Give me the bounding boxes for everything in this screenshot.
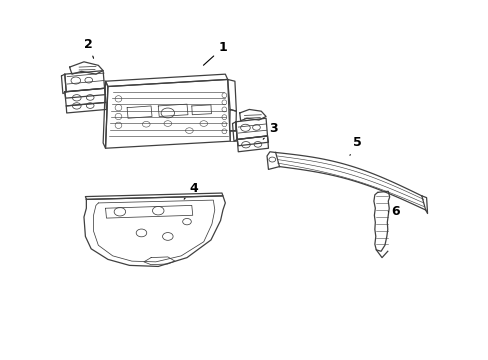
Text: 3: 3 — [263, 122, 277, 139]
Text: 4: 4 — [184, 182, 198, 199]
Text: 6: 6 — [387, 205, 399, 218]
Text: 2: 2 — [84, 38, 93, 58]
Text: 1: 1 — [203, 41, 227, 65]
Text: 5: 5 — [349, 136, 361, 155]
